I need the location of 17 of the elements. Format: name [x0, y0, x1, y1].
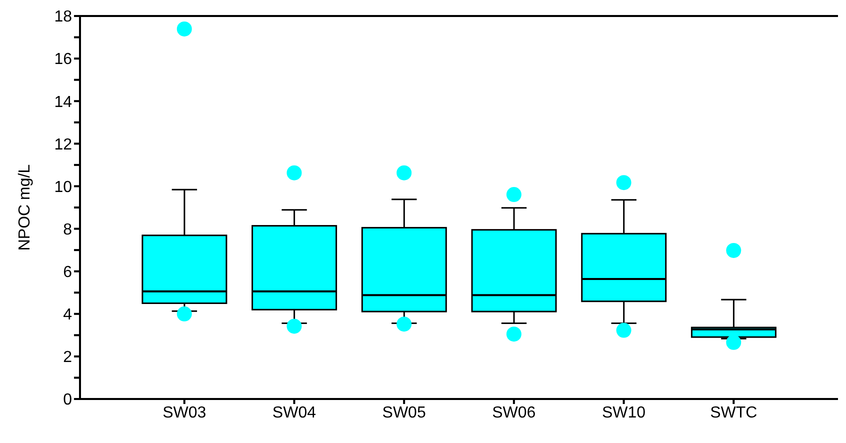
x-tick-label: SW06	[492, 404, 536, 422]
x-tick-label: SW10	[602, 404, 646, 422]
x-tick-label: SW04	[272, 404, 316, 422]
y-tick-label: 8	[63, 221, 72, 238]
y-tick-label: 2	[63, 349, 72, 366]
x-tick-label: SW05	[382, 404, 426, 422]
y-tick-label: 14	[54, 94, 72, 111]
x-tick-label: SWTC	[710, 404, 758, 422]
y-tick-label: 10	[54, 178, 72, 196]
y-tick-label: 6	[63, 264, 72, 282]
y-tick-label: 16	[54, 51, 72, 68]
y-tick-label: 0	[63, 392, 72, 409]
y-axis-title: NPOC mg/L	[16, 164, 34, 251]
y-tick-label: 18	[54, 8, 72, 26]
y-tick-label: 4	[63, 306, 72, 324]
y-tick-label: 12	[54, 136, 72, 154]
x-tick-label: SW03	[162, 404, 206, 422]
